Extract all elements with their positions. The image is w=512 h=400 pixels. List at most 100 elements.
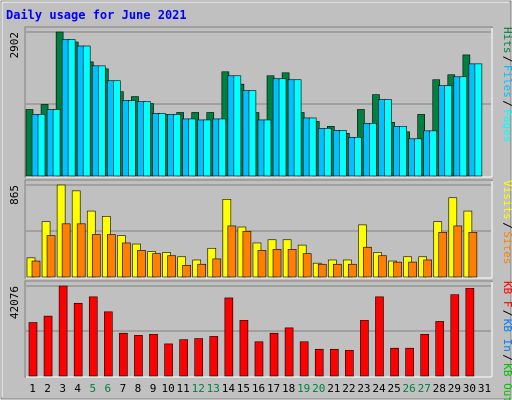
day-label-18: 18 bbox=[282, 382, 295, 395]
day-label-9: 9 bbox=[150, 382, 157, 395]
day-label-8: 8 bbox=[135, 382, 142, 395]
hits-legend-hits: Hits bbox=[501, 27, 512, 54]
kbytes-bar-kb-f-day-24 bbox=[375, 296, 384, 377]
hits-bar-pages-day-11 bbox=[188, 118, 196, 177]
hits-bar-pages-day-7 bbox=[128, 100, 136, 177]
kbytes-bar-kb-f-day-4 bbox=[73, 302, 83, 377]
kbytes-bar-kb-f-day-20 bbox=[314, 348, 324, 377]
kbytes-bar-kb-f-day-11 bbox=[179, 339, 188, 377]
kbytes-bar-kb-f-day-25 bbox=[390, 347, 399, 377]
day-label-21: 21 bbox=[327, 382, 340, 395]
visits-bar-sites-day-22 bbox=[348, 263, 357, 278]
day-label-19: 19 bbox=[297, 382, 310, 395]
hits-bar-pages-day-3 bbox=[67, 39, 76, 177]
hits-legend-pages: Pages bbox=[501, 109, 512, 142]
day-label-14: 14 bbox=[222, 382, 236, 395]
visits-bar-sites-day-26 bbox=[408, 261, 417, 278]
kbytes-bar-kb-f-day-22 bbox=[345, 350, 354, 377]
visits-bar-sites-day-21 bbox=[332, 263, 342, 278]
visits-bar-sites-day-4 bbox=[76, 223, 86, 278]
hits-bar-pages-day-24 bbox=[384, 99, 392, 177]
day-label-28: 28 bbox=[433, 382, 446, 395]
visits-bar-sites-day-19 bbox=[302, 253, 312, 278]
visits-bar-sites-day-29 bbox=[453, 225, 463, 278]
visits-bar-sites-day-23 bbox=[363, 246, 372, 278]
kbytes-bar-kb-f-day-8 bbox=[134, 335, 143, 377]
visits-ymax-label: 865 bbox=[8, 185, 21, 205]
hits-bar-pages-day-9 bbox=[158, 113, 166, 177]
visits-bar-sites-day-24 bbox=[378, 255, 387, 278]
hits-bar-pages-day-16 bbox=[263, 119, 272, 177]
visits-bar-sites-day-28 bbox=[438, 232, 448, 278]
kbytes-bar-kb-f-day-12 bbox=[194, 338, 204, 377]
chart-panels: 2902Hits/Files/Pages865Visits/Sites42076… bbox=[8, 26, 512, 400]
kbytes-bar-kb-f-day-21 bbox=[329, 348, 339, 377]
hits-bar-pages-day-25 bbox=[399, 126, 407, 177]
kbytes-bar-kb-f-day-17 bbox=[269, 332, 279, 377]
hits-legend-separator: / bbox=[501, 56, 512, 63]
day-label-13: 13 bbox=[207, 382, 220, 395]
kbytes-legend-separator: / bbox=[501, 354, 512, 361]
day-axis-labels: 1 2 3 4 5 6 7 8 9 10 11 12 13 14 15 16 17 18 19 20 21 22 23 24 2… bbox=[29, 382, 491, 395]
kbytes-bar-kb-f-day-19 bbox=[299, 341, 309, 377]
kbytes-bar-kb-f-day-2 bbox=[43, 315, 53, 377]
kbytes-bar-kb-f-day-30 bbox=[465, 288, 475, 377]
hits-bar-pages-day-13 bbox=[218, 118, 227, 177]
hits-bar-pages-day-22 bbox=[354, 136, 362, 177]
kbytes-bar-kb-f-day-7 bbox=[119, 332, 128, 377]
kbytes-legend-separator: / bbox=[501, 310, 512, 317]
kbytes-bar-kb-f-day-13 bbox=[209, 336, 219, 377]
visits-bar-sites-day-30 bbox=[468, 232, 478, 278]
hits-bar-pages-day-23 bbox=[369, 123, 377, 177]
visits-bar-sites-day-2 bbox=[46, 235, 56, 278]
kbytes-bar-kb-f-day-26 bbox=[405, 347, 414, 377]
visits-bar-sites-day-5 bbox=[91, 234, 101, 278]
day-label-22: 22 bbox=[342, 382, 355, 395]
visits-bar-sites-day-8 bbox=[137, 250, 146, 278]
kbytes-bar-kb-f-day-29 bbox=[450, 294, 460, 377]
visits-bar-sites-day-9 bbox=[152, 253, 161, 278]
kbytes-bar-kb-f-day-15 bbox=[239, 320, 249, 377]
hits-bar-pages-day-1 bbox=[37, 114, 46, 177]
hits-bar-pages-day-10 bbox=[173, 114, 181, 177]
hits-bar-pages-day-21 bbox=[338, 130, 347, 177]
kbytes-bar-kb-f-day-5 bbox=[88, 296, 98, 377]
day-label-10: 10 bbox=[161, 382, 174, 395]
day-label-23: 23 bbox=[357, 382, 370, 395]
kbytes-bar-kb-f-day-28 bbox=[435, 321, 445, 377]
visits-legend-visits: Visits bbox=[501, 180, 512, 220]
hits-bar-pages-day-28 bbox=[444, 85, 453, 177]
visits-bar-sites-day-18 bbox=[287, 249, 297, 278]
hits-bar-pages-day-19 bbox=[308, 117, 317, 177]
visits-bar-sites-day-3 bbox=[61, 223, 71, 278]
kbytes-legend-kb-out: KB Out bbox=[501, 363, 512, 400]
day-label-3: 3 bbox=[59, 382, 66, 395]
hits-bar-pages-day-5 bbox=[97, 65, 106, 177]
visits-bar-sites-day-14 bbox=[227, 225, 237, 278]
visits-bar-sites-day-16 bbox=[257, 250, 267, 278]
day-label-11: 11 bbox=[177, 382, 190, 395]
visits-bar-sites-day-11 bbox=[182, 265, 191, 278]
kbytes-ymax-label: 42076 bbox=[8, 286, 21, 319]
chart-title: Daily usage for June 2021 bbox=[6, 8, 187, 22]
hits-bar-pages-day-8 bbox=[143, 101, 151, 177]
day-label-7: 7 bbox=[120, 382, 127, 395]
day-label-5: 5 bbox=[89, 382, 96, 395]
hits-bar-pages-day-30 bbox=[474, 63, 483, 177]
hits-bar-pages-day-29 bbox=[459, 76, 468, 177]
kbytes-bar-kb-f-day-18 bbox=[284, 327, 294, 377]
kbytes-bar-kb-f-day-6 bbox=[104, 311, 113, 377]
day-label-12: 12 bbox=[192, 382, 205, 395]
hits-bar-pages-day-20 bbox=[323, 128, 332, 177]
visits-bar-sites-day-12 bbox=[197, 263, 207, 278]
hits-legend-files: Files bbox=[501, 65, 512, 98]
visits-bar-sites-day-20 bbox=[317, 263, 327, 278]
visits-legend-sites: Sites bbox=[501, 231, 512, 264]
visits-bar-sites-day-1 bbox=[31, 260, 41, 278]
day-label-4: 4 bbox=[74, 382, 81, 395]
kbytes-legend-kb-in: KB In bbox=[501, 319, 512, 352]
day-label-24: 24 bbox=[372, 382, 386, 395]
hits-panel: 2902 Hits / Files / Pages bbox=[8, 26, 512, 178]
day-label-20: 20 bbox=[312, 382, 325, 395]
